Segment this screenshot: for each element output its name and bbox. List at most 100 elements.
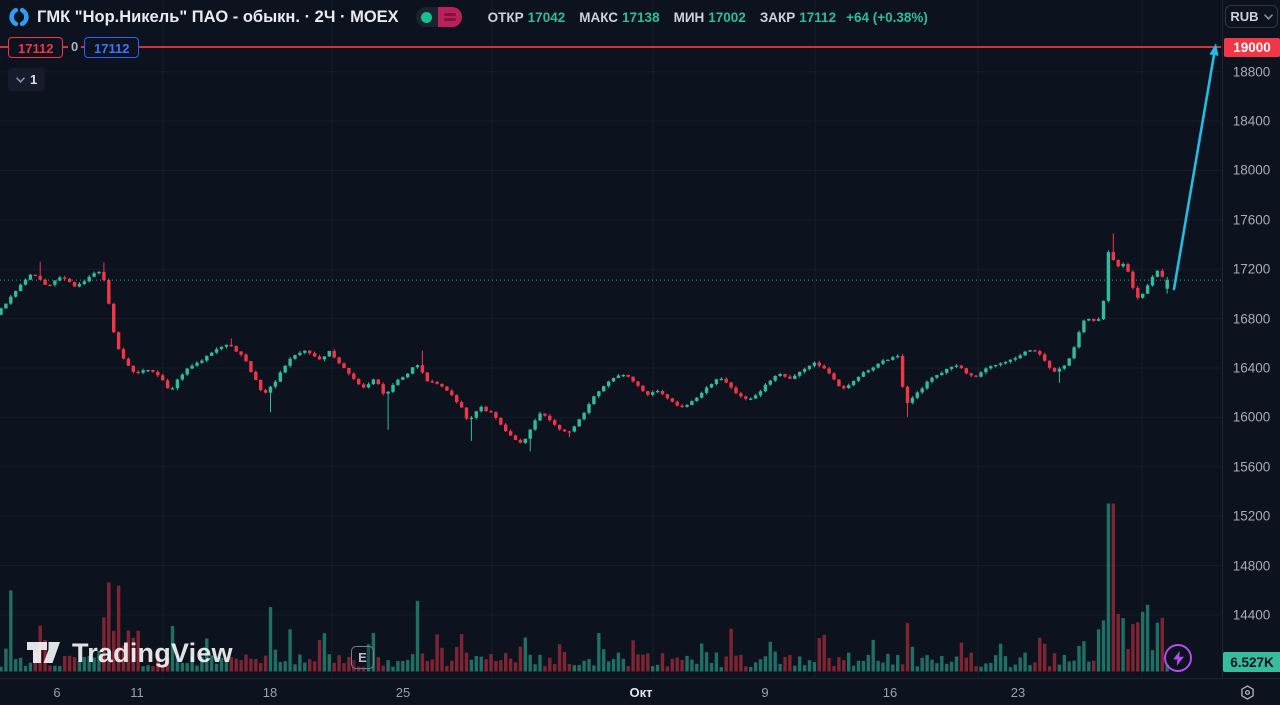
- volume-bar: [229, 656, 233, 672]
- candle: [856, 376, 861, 381]
- volume-bar: [998, 643, 1003, 672]
- volume-bar: [9, 590, 13, 672]
- volume-bar: [116, 585, 121, 672]
- volume-bar: [577, 665, 581, 672]
- candle: [185, 368, 189, 375]
- candle: [1155, 270, 1160, 277]
- volume-bar: [749, 667, 753, 672]
- candle: [195, 362, 199, 366]
- volume-bar: [832, 665, 836, 672]
- currency-selector[interactable]: RUB: [1225, 5, 1278, 28]
- volume-bar: [837, 657, 841, 672]
- volume-bar: [107, 582, 111, 672]
- candle: [244, 354, 248, 362]
- flash-trade-button[interactable]: [1164, 644, 1192, 672]
- candle: [1141, 293, 1145, 298]
- candle: [425, 372, 429, 382]
- candle: [758, 391, 763, 396]
- candle: [33, 274, 37, 277]
- volume-bar: [1150, 650, 1155, 672]
- volume-bar: [734, 655, 738, 672]
- event-badge[interactable]: E: [351, 646, 374, 669]
- alert-price-label[interactable]: 19000: [1224, 38, 1280, 57]
- candle: [420, 365, 425, 373]
- time-tick-label: Окт: [629, 685, 653, 700]
- market-status-toggle[interactable]: [415, 7, 462, 27]
- volume-bar: [161, 664, 165, 672]
- volume-bar: [244, 654, 248, 672]
- volume-bar: [562, 652, 567, 672]
- candle: [871, 367, 875, 371]
- volume-bar: [518, 646, 523, 672]
- candle: [1008, 359, 1013, 362]
- order-price-box-red[interactable]: 17112: [8, 37, 64, 58]
- volume-bar: [842, 660, 846, 672]
- volume-bar: [200, 656, 204, 672]
- candle: [915, 392, 919, 398]
- order-price-box-blue[interactable]: 17112: [84, 37, 140, 58]
- volume-bar: [773, 651, 777, 672]
- volume-bar: [156, 653, 160, 672]
- time-axis[interactable]: 6 11 18 25 Окт 9 16 23: [0, 678, 1280, 705]
- symbol-title[interactable]: ГМК "Нор.Никель" ПАО - обыкн. · 2Ч · MOE…: [37, 7, 399, 26]
- candle: [572, 426, 576, 432]
- volume-bar: [474, 655, 478, 672]
- candle: [43, 279, 47, 285]
- candle: [239, 351, 243, 355]
- volume-bar: [984, 663, 988, 672]
- volume-bar: [499, 660, 503, 672]
- price-tick-label: 14400: [1232, 607, 1271, 623]
- volume-bar: [891, 664, 895, 672]
- volume-bar: [616, 652, 621, 672]
- candle: [523, 438, 527, 443]
- volume-bar: [729, 628, 733, 672]
- axis-settings-button[interactable]: [1238, 683, 1256, 701]
- candle: [464, 407, 469, 419]
- candle: [1136, 287, 1140, 298]
- candle: [494, 412, 498, 418]
- candle: [538, 413, 542, 421]
- volume-bar: [1106, 503, 1111, 672]
- candle: [567, 431, 572, 433]
- candle: [822, 365, 826, 369]
- candle: [861, 372, 866, 377]
- order-price-red-value: 17112: [18, 40, 54, 56]
- candle: [1160, 270, 1164, 277]
- candle: [1096, 319, 1101, 321]
- chevron-down-icon: [1263, 13, 1273, 20]
- price-axis[interactable]: RUB 19000 18800 18400 18000 17600 17200 16800…: [1222, 0, 1280, 678]
- volume-bar: [695, 663, 699, 672]
- volume-bar: [827, 657, 831, 672]
- volume-bar: [337, 655, 341, 672]
- volume-bar: [92, 657, 96, 672]
- bars-count-button[interactable]: 1: [8, 68, 46, 91]
- candle: [724, 378, 728, 383]
- candle: [9, 296, 13, 304]
- volume-bar: [146, 665, 150, 672]
- candle: [631, 376, 635, 382]
- volume-bar: [1141, 611, 1145, 672]
- candle: [900, 355, 905, 387]
- volume-bar: [744, 666, 748, 672]
- volume-bar: [822, 634, 826, 672]
- candle: [807, 365, 812, 369]
- volume-bar: [876, 660, 880, 672]
- candle: [910, 397, 915, 403]
- candle: [734, 387, 738, 394]
- arrow-shaft: [1172, 53, 1216, 291]
- candle: [1165, 280, 1169, 289]
- candle: [616, 375, 621, 378]
- candle: [136, 371, 140, 374]
- volume-bar: [126, 630, 131, 672]
- volume-bar: [195, 665, 199, 672]
- volume-bar: [1101, 620, 1106, 672]
- volume-bar: [714, 652, 719, 672]
- candle: [72, 282, 77, 287]
- candle: [401, 377, 405, 380]
- candle: [778, 374, 782, 376]
- candle: [357, 378, 361, 385]
- volume-bar: [322, 633, 327, 672]
- candle: [0, 308, 3, 315]
- candle: [126, 358, 131, 366]
